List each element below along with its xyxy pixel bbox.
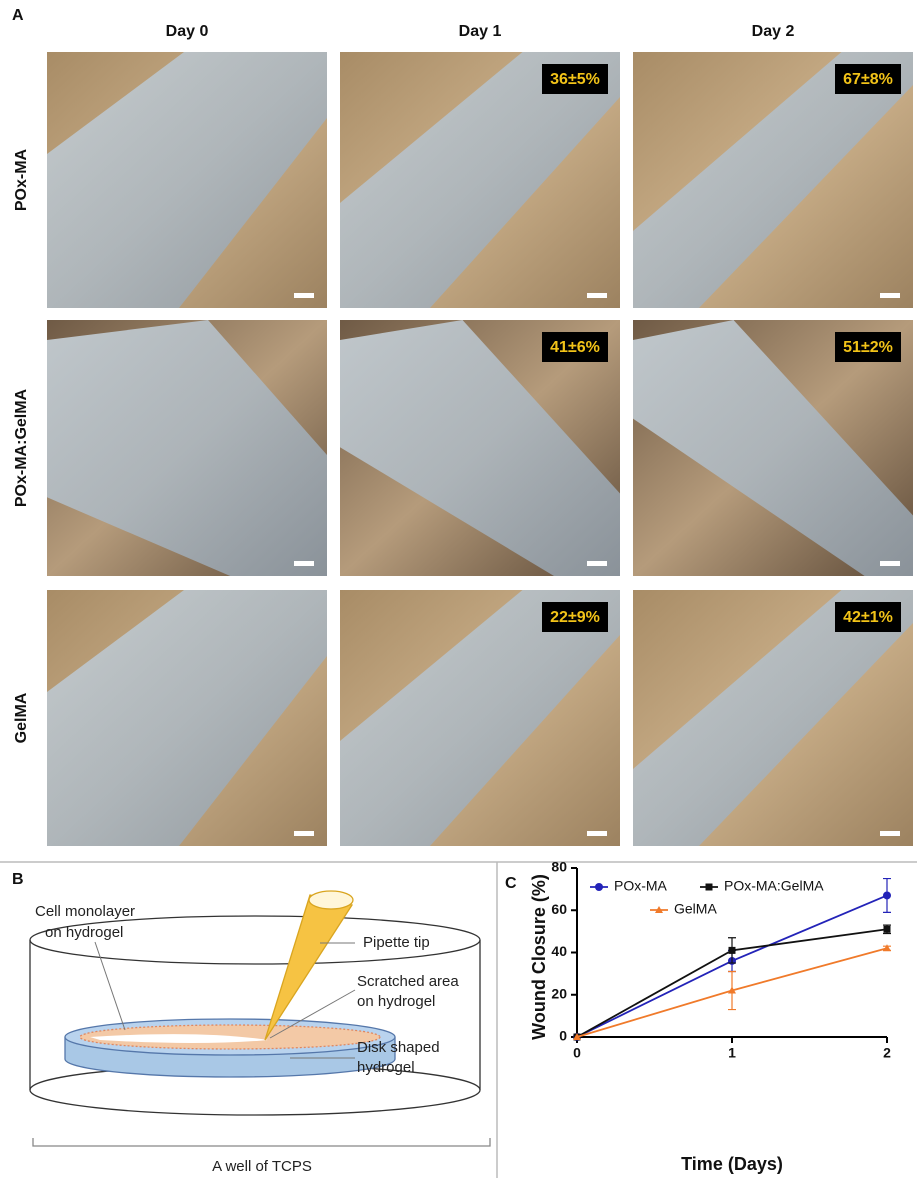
x-axis-label: Time (Days): [681, 1154, 783, 1174]
caption: A well of TCPS: [212, 1158, 312, 1175]
row-header: POx-MA:GelMA: [13, 388, 30, 507]
marker: [706, 884, 713, 891]
micrograph: 67±8%: [633, 52, 913, 308]
callout: on hydrogel: [45, 924, 123, 941]
scale-bar: [587, 293, 607, 298]
y-tick-label: 20: [551, 985, 567, 1001]
y-tick-label: 60: [551, 901, 567, 917]
scale-bar: [294, 293, 314, 298]
scale-bar: [880, 831, 900, 836]
column-header: Day 2: [752, 23, 795, 40]
scale-bar: [294, 831, 314, 836]
closure-label: 22±9%: [550, 609, 600, 626]
column-header: Day 0: [166, 23, 209, 40]
legend-label: POx-MA:GelMA: [724, 878, 824, 894]
scale-bar: [294, 561, 314, 566]
y-axis-label: Wound Closure (%): [529, 874, 549, 1040]
scale-bar: [880, 293, 900, 298]
scale-bar: [880, 561, 900, 566]
scale-bar: [587, 561, 607, 566]
scale-bar: [587, 831, 607, 836]
closure-label: 51±2%: [843, 339, 893, 356]
callout: Pipette tip: [363, 934, 430, 951]
panel-label: A: [12, 7, 24, 24]
row-header: GelMA: [13, 692, 30, 743]
closure-label: 41±6%: [550, 339, 600, 356]
x-tick-label: 2: [883, 1045, 891, 1061]
x-tick-label: 0: [573, 1045, 581, 1061]
micrograph: 36±5%: [340, 52, 620, 308]
closure-label: 36±5%: [550, 71, 600, 88]
legend-label: GelMA: [674, 901, 717, 917]
callout: Scratched area: [357, 973, 459, 990]
column-header: Day 1: [459, 23, 502, 40]
legend-label: POx-MA: [614, 878, 668, 894]
micrograph: [47, 590, 327, 846]
micrograph: [47, 320, 327, 576]
callout: on hydrogel: [357, 993, 435, 1010]
x-tick-label: 1: [728, 1045, 736, 1061]
micrograph: [47, 52, 327, 308]
y-tick-label: 80: [551, 859, 567, 875]
y-tick-label: 0: [559, 1028, 567, 1044]
marker: [884, 926, 891, 933]
closure-label: 42±1%: [843, 609, 893, 626]
micrograph: 42±1%: [633, 590, 913, 846]
marker: [729, 947, 736, 954]
marker: [883, 891, 891, 899]
micrograph: 41±6%: [340, 320, 620, 576]
callout: hydrogel: [357, 1059, 415, 1076]
panel-label: B: [12, 871, 24, 888]
callout: Disk shaped: [357, 1039, 440, 1056]
closure-label: 67±8%: [843, 71, 893, 88]
micrograph: 51±2%: [633, 320, 913, 576]
marker: [883, 944, 891, 951]
figure: A B C Cell monolayer on hydrogel Pipette…: [0, 0, 917, 1178]
marker: [595, 883, 603, 891]
panel-label: C: [505, 875, 517, 892]
y-tick-label: 40: [551, 943, 567, 959]
callout: Cell monolayer: [35, 903, 135, 920]
micrograph: 22±9%: [340, 590, 620, 846]
row-header: POx-MA: [13, 148, 30, 211]
